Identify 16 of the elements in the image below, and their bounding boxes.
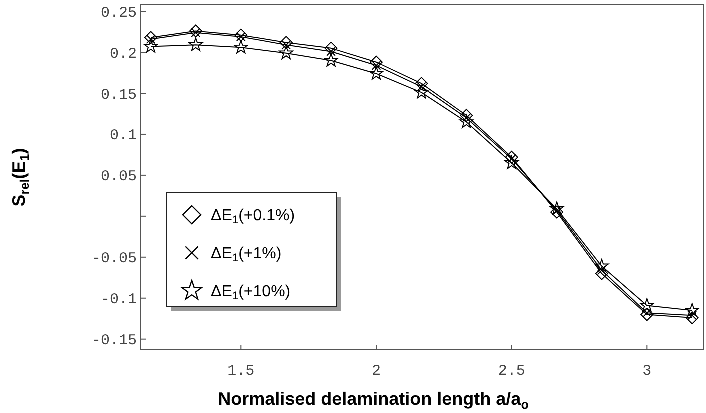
legend-label: ΔE$_{1}$(+10%) bbox=[211, 284, 291, 303]
y-tick-label: 0.1 bbox=[110, 128, 137, 145]
y-tick-label: -0.15 bbox=[92, 332, 137, 350]
x-tick-label: 3 bbox=[642, 363, 652, 380]
legend-label: ΔE$_{1}$(+0.1%) bbox=[211, 208, 296, 227]
y-tick-label: 0.15 bbox=[100, 86, 137, 104]
legend-label: ΔE$_{1}$(+1%) bbox=[211, 246, 282, 265]
y-tick-label: 0.2 bbox=[110, 46, 137, 63]
x-tick-label: 2.5 bbox=[498, 363, 526, 380]
y-tick-label: -0.1 bbox=[100, 292, 137, 309]
y-tick-label: 0.25 bbox=[100, 4, 137, 22]
y-tick-label: 0.05 bbox=[100, 168, 137, 186]
x-tick-label: 2 bbox=[372, 363, 381, 380]
x-tick-label: 1.5 bbox=[228, 363, 255, 380]
x-axis-title: Normalised delamination length a/a$_{o}$ bbox=[218, 389, 530, 412]
y-tick-label: -0.05 bbox=[92, 250, 137, 268]
